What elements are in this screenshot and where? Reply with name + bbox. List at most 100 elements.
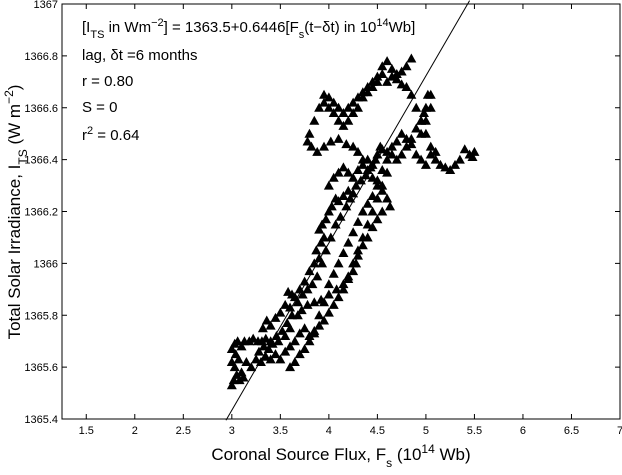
data-point [357, 159, 368, 169]
data-point [285, 362, 296, 372]
data-point [333, 133, 344, 143]
data-point [316, 237, 327, 247]
data-point [416, 154, 427, 164]
data-point [292, 297, 303, 307]
text-part: (W m [5, 104, 24, 149]
data-point [294, 349, 305, 359]
x-tick-label: 7 [617, 425, 622, 437]
data-point [277, 325, 288, 335]
data-point [232, 336, 243, 346]
data-point [430, 146, 441, 156]
data-point [411, 149, 422, 159]
data-point [391, 69, 402, 79]
data-point [396, 149, 407, 159]
data-point [382, 154, 393, 164]
data-point [386, 63, 397, 73]
text-part: s [299, 29, 305, 41]
x-tick-label: 4.5 [370, 425, 385, 437]
data-point [420, 102, 431, 112]
y-tick-label: 1366.8 [24, 51, 58, 63]
text-part: 14 [421, 442, 435, 456]
data-point [319, 97, 330, 107]
text-part: 14 [376, 17, 388, 29]
text-part: r = 0.80 [82, 73, 133, 90]
data-point [416, 115, 427, 125]
data-point [325, 136, 336, 146]
x-tick-label: 5 [423, 425, 429, 437]
data-point [319, 297, 330, 307]
data-point [386, 71, 397, 81]
data-point [275, 307, 286, 317]
text-part: = 0.64 [93, 127, 139, 144]
data-point [377, 185, 388, 195]
data-point [430, 154, 441, 164]
data-point [302, 299, 313, 309]
data-point [377, 69, 388, 79]
data-point [370, 154, 381, 164]
data-point [385, 201, 396, 211]
data-point [304, 128, 315, 138]
data-point [367, 76, 378, 86]
data-point [333, 258, 344, 268]
text-part: −2 [151, 17, 164, 29]
data-point [362, 198, 373, 208]
data-point [333, 115, 344, 125]
data-point [285, 323, 296, 333]
data-point [357, 206, 368, 216]
data-point [365, 162, 376, 172]
text-part: ) [5, 85, 24, 91]
data-point [253, 346, 264, 356]
data-point [319, 315, 330, 325]
text-part: Wb) [435, 445, 471, 464]
fit-line [225, 0, 471, 421]
text-part: s [386, 456, 392, 470]
text-part: (10 [392, 445, 421, 464]
text-part: Total Solar Irradiance, I [5, 165, 24, 340]
text-part: (t−δt) in 10 [304, 19, 376, 36]
data-point [314, 320, 325, 330]
data-point [401, 82, 412, 91]
data-point [229, 362, 240, 372]
data-point [323, 180, 334, 190]
data-point [326, 201, 337, 211]
data-point [348, 258, 359, 268]
annotation-line: r = 0.80 [82, 73, 133, 90]
text-part: r [82, 127, 87, 144]
data-point [338, 190, 349, 200]
data-point [285, 341, 296, 351]
text-part: lag, δt =6 months [82, 47, 198, 64]
data-point [425, 149, 436, 159]
data-point [338, 120, 349, 130]
data-points [226, 53, 480, 390]
data-point [309, 297, 320, 307]
data-point [367, 172, 378, 182]
data-point [357, 154, 368, 164]
data-point [469, 146, 480, 156]
data-point [323, 102, 334, 112]
data-point [289, 336, 300, 346]
data-point [306, 141, 317, 151]
data-point [297, 289, 308, 299]
text-part: TS [16, 149, 30, 164]
data-point [260, 333, 271, 343]
data-point [331, 284, 342, 294]
annotation-line: r2 = 0.64 [82, 125, 139, 144]
data-point [362, 219, 373, 229]
data-point [286, 289, 297, 299]
data-point [260, 351, 271, 361]
data-point [341, 139, 352, 149]
data-point [236, 341, 247, 351]
data-point [391, 136, 402, 146]
data-point [420, 159, 431, 169]
data-point [314, 224, 325, 234]
data-point [226, 356, 237, 366]
data-point [328, 268, 339, 278]
x-tick-label: 3 [229, 425, 235, 437]
data-point [343, 237, 354, 247]
data-point [425, 89, 436, 99]
y-tick-label: 1365.6 [24, 362, 58, 374]
data-point [323, 92, 334, 102]
data-point [304, 331, 315, 340]
data-point [352, 102, 363, 112]
